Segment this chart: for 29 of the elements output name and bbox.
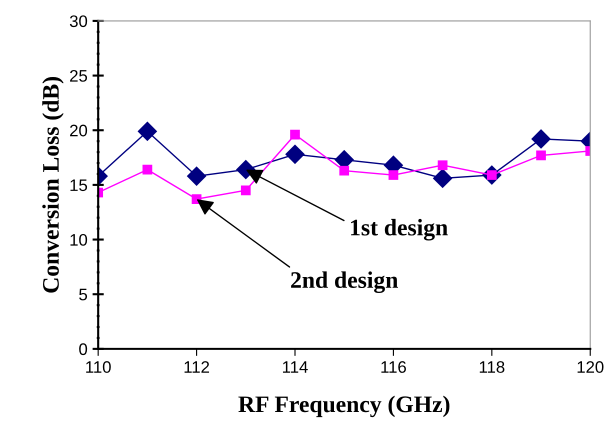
y-tick-label: 15 xyxy=(70,179,88,192)
y-tick-label: 5 xyxy=(79,288,88,300)
point xyxy=(433,168,452,188)
x-tick-label: 112 xyxy=(184,361,210,373)
point xyxy=(138,122,157,141)
point xyxy=(438,160,448,170)
point xyxy=(240,186,251,196)
annotation: 2nd design xyxy=(291,271,398,293)
y-tick-label: 20 xyxy=(70,124,88,136)
x-tick-label: 114 xyxy=(282,361,308,373)
point xyxy=(142,164,152,174)
x-tick-label: 110 xyxy=(86,361,111,373)
x-tick-label: 116 xyxy=(381,361,406,373)
x-tick-label: 120 xyxy=(578,361,604,373)
point xyxy=(285,144,305,164)
point xyxy=(532,129,551,149)
annotation: 1st design xyxy=(351,218,448,241)
y-axis-title: Conversion Loss (dB) xyxy=(42,77,64,293)
y-tick-label: 30 xyxy=(70,15,88,28)
y-tick-label: 10 xyxy=(70,234,88,246)
point xyxy=(388,170,398,180)
y-tick-label: 25 xyxy=(70,70,88,82)
point xyxy=(339,166,350,176)
x-tick-label: 118 xyxy=(480,361,504,373)
point xyxy=(187,166,206,186)
point xyxy=(536,150,546,160)
point xyxy=(290,130,300,140)
y-tick-label: 0 xyxy=(79,343,88,356)
x-axis-title: RF Frequency (GHz) xyxy=(238,396,450,418)
